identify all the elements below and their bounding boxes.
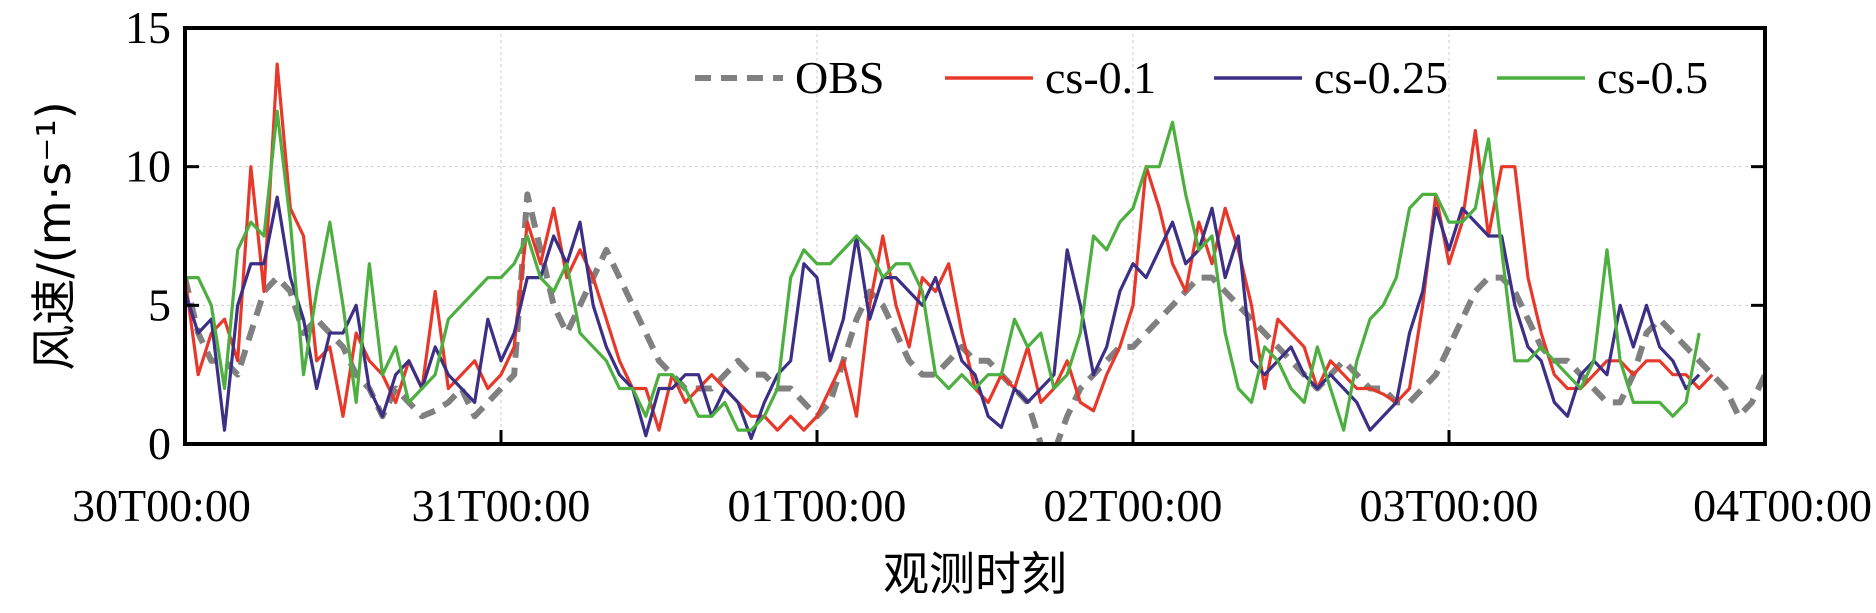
y-axis: 0 5 10 15	[125, 2, 1765, 469]
x-tick-label: 01T00:00	[728, 480, 907, 531]
x-tick-label: 03T00:00	[1360, 480, 1539, 531]
series-line-obs	[185, 191, 1765, 444]
y-tick-label: 15	[125, 2, 171, 53]
legend-label: cs-0.5	[1597, 52, 1708, 103]
y-tick-label: 5	[148, 279, 171, 330]
y-axis-title: 风速/(m·s⁻¹)	[27, 101, 81, 371]
legend-label: cs-0.25	[1314, 52, 1448, 103]
series-line-cs-0-1	[185, 62, 1714, 432]
series-line-cs-0-25	[185, 195, 1701, 441]
series-line-cs-0-5	[185, 109, 1701, 432]
legend-label: OBS	[795, 52, 884, 103]
x-tick-label: 04T00:00	[1693, 480, 1872, 531]
plot-frame	[183, 26, 1767, 446]
series-layer	[185, 62, 1765, 444]
x-tick-label: 31T00:00	[412, 480, 591, 531]
x-axis-title: 观测时刻	[883, 547, 1067, 601]
legend: OBS cs-0.1 cs-0.25 cs-0.5	[695, 52, 1708, 103]
y-tick-label: 0	[148, 418, 171, 469]
x-tick-label: 30T00:00	[72, 480, 251, 531]
x-axis: 30T00:00 31T00:00 01T00:00 02T00:00 03T00:00…	[72, 430, 1872, 531]
x-tick-label: 02T00:00	[1044, 480, 1223, 531]
y-tick-label: 10	[125, 141, 171, 192]
legend-label: cs-0.1	[1045, 52, 1156, 103]
